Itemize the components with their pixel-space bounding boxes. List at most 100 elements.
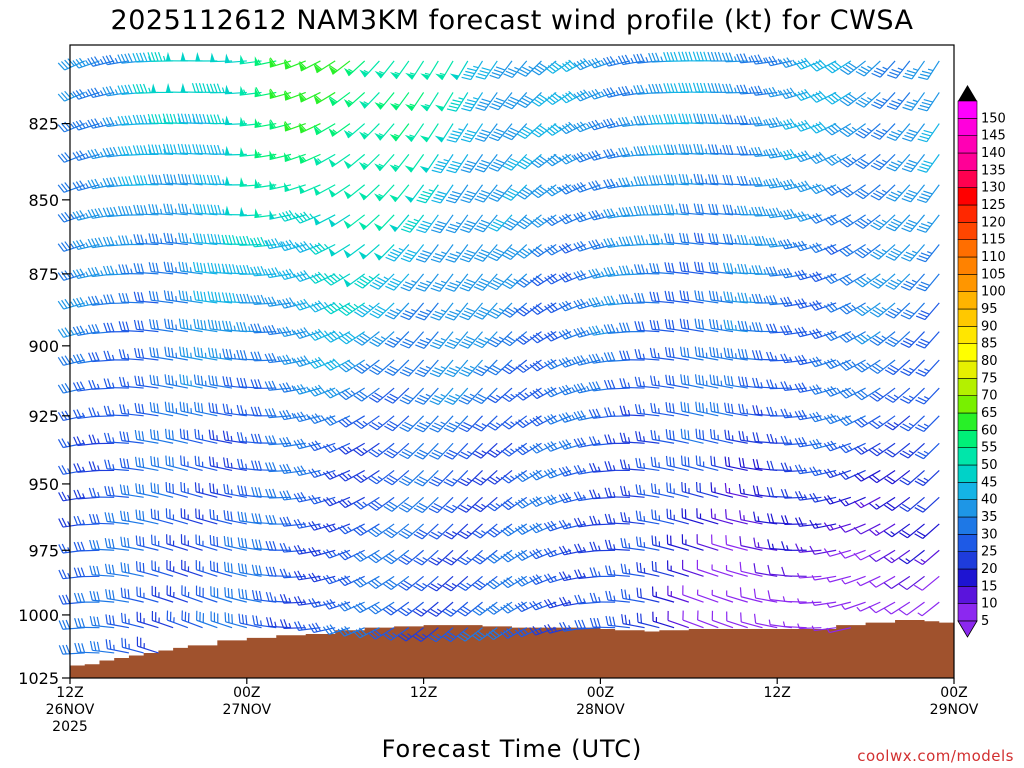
barb-flag: [58, 569, 64, 579]
barb-flag: [192, 261, 197, 272]
barb-staff: [181, 594, 203, 603]
barb-flag: [134, 402, 138, 413]
barb-flag: [711, 113, 716, 124]
barb-half-flag: [324, 243, 329, 249]
barb-flag: [715, 291, 719, 302]
barb-staff: [181, 464, 203, 472]
barb-flag: [666, 482, 669, 492]
barb-flag: [165, 508, 168, 518]
barb-flag: [148, 233, 152, 243]
barb-flag: [184, 174, 189, 184]
barb-staff: [181, 619, 203, 629]
wind-barb: [573, 211, 601, 223]
barb-staff: [210, 438, 233, 444]
barb-flag: [227, 613, 230, 623]
wind-barb: [119, 404, 144, 417]
barb-flag: [680, 428, 683, 439]
wind-barb: [544, 214, 572, 227]
barb-flag: [216, 83, 222, 93]
barb-half-flag: [216, 435, 218, 441]
barb-flag: [653, 430, 657, 441]
barb-flag: [368, 504, 377, 511]
barb-staff: [225, 621, 247, 629]
barb-flag: [107, 378, 112, 388]
barb-flag: [216, 588, 219, 598]
barb-flag: [604, 487, 609, 497]
barb-flag: [165, 482, 168, 492]
barb-staff: [363, 153, 380, 171]
barb-flag: [715, 204, 719, 214]
barb-half-flag: [115, 240, 119, 246]
barb-flag: [137, 403, 141, 414]
barb-flag: [110, 322, 115, 332]
barb-flag: [664, 290, 668, 301]
barb-flag: [150, 508, 153, 519]
wind-barb: [133, 291, 159, 304]
barb-flag: [655, 145, 660, 155]
barb-flag: [669, 456, 672, 467]
wind-barb: [72, 180, 100, 192]
barb-flag: [713, 456, 716, 467]
barb-flag: [429, 454, 439, 460]
barb-flag: [235, 293, 241, 304]
barb-flag: [139, 114, 144, 125]
barb-flag: [685, 204, 690, 214]
barb-staff: [151, 182, 174, 186]
wind-barb: [682, 559, 704, 577]
barb-flag: [152, 375, 156, 385]
barb-half-flag: [85, 271, 89, 277]
barb-flag: [113, 177, 119, 187]
barb-flag: [121, 115, 126, 126]
wind-barb: [621, 614, 645, 629]
barb-flag: [81, 618, 86, 628]
wind-barb: [73, 541, 100, 552]
barb-flag: [199, 204, 203, 214]
barb-staff: [195, 270, 218, 275]
barb-flag: [89, 539, 93, 550]
wind-barb: [208, 375, 233, 389]
barb-flag: [241, 614, 245, 624]
wind-barb: [163, 203, 188, 216]
barb-flag: [697, 262, 701, 272]
barb-flag: [593, 592, 598, 603]
barb-flag: [151, 534, 153, 545]
barb-flag: [76, 489, 82, 499]
barb-flag: [724, 402, 727, 413]
barb-flag: [240, 485, 244, 496]
barb-flag: [652, 175, 657, 185]
barb-flag: [124, 588, 127, 599]
barb-flag: [103, 350, 108, 361]
barb-half-flag: [175, 352, 178, 359]
barb-flag: [649, 291, 653, 302]
terrain-fill: [70, 620, 954, 678]
barb-flag: [157, 457, 160, 468]
wind-barb: [208, 402, 233, 417]
wind-barb: [665, 455, 689, 472]
barb-flag: [682, 290, 686, 301]
wind-barb: [57, 383, 85, 394]
barb-flag: [272, 566, 277, 577]
barb-flag: [199, 262, 204, 273]
barb-half-flag: [114, 57, 119, 64]
barb-flag: [213, 561, 215, 572]
wind-barb: [177, 113, 203, 125]
barb-flag: [96, 591, 100, 601]
barb-flag: [143, 114, 148, 125]
barb-flag: [196, 262, 200, 272]
barb-flag: [196, 319, 200, 329]
barb-flag: [443, 507, 453, 514]
barb-flag: [368, 530, 377, 538]
barb-half-flag: [175, 296, 178, 302]
barb-half-flag: [70, 301, 75, 307]
wind-barb: [696, 508, 719, 525]
barb-half-flag: [675, 208, 678, 215]
barb-flag: [155, 233, 159, 244]
barb-half-flag: [422, 582, 428, 587]
barb-flag: [178, 318, 182, 329]
barb-flag: [60, 183, 68, 192]
barb-flag: [681, 482, 683, 492]
barb-staff: [181, 543, 203, 551]
wind-barb: [679, 346, 704, 361]
barb-flag: [141, 404, 145, 414]
barb-flag: [163, 232, 167, 243]
